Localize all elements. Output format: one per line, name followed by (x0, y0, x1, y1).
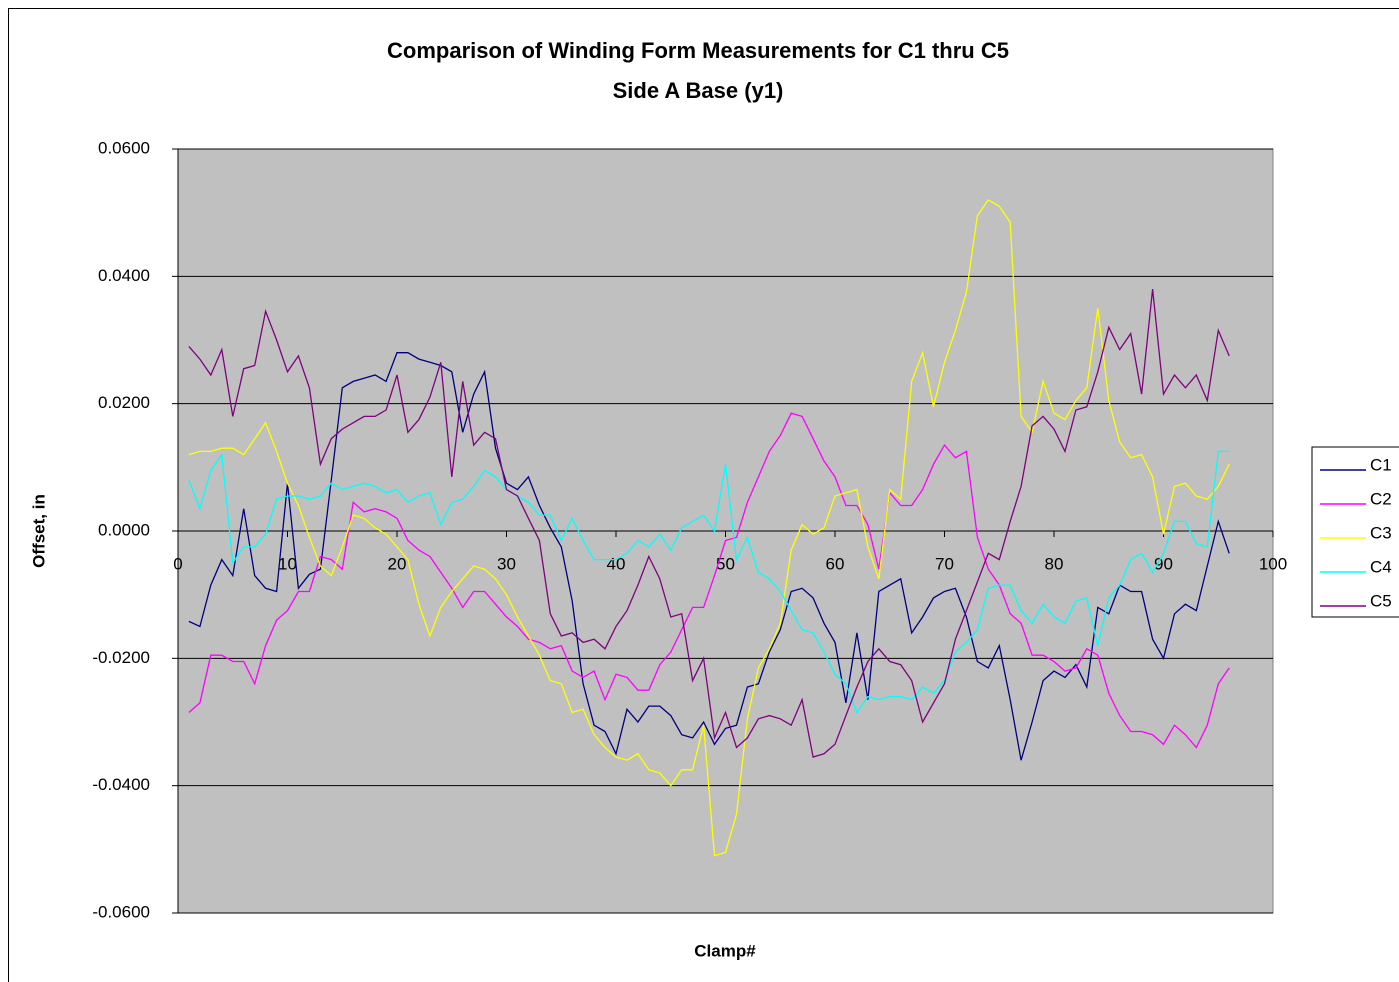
y-tick-label: 0.0400 (98, 266, 150, 285)
y-tick-label: 0.0200 (98, 393, 150, 412)
x-tick-label: 50 (716, 554, 735, 573)
legend-label: C3 (1370, 523, 1392, 542)
series-line (188, 199, 1230, 857)
chart-title: Comparison of Winding Form Measurements … (387, 38, 1009, 63)
series-line (188, 450, 1230, 714)
chart-subtitle: Side A Base (y1) (613, 78, 784, 103)
legend-label: C4 (1370, 557, 1392, 576)
legend-label: C1 (1370, 455, 1392, 474)
series-line (188, 289, 1230, 758)
y-tick-label: -0.0600 (92, 902, 150, 921)
y-tick-label: 0.0600 (98, 138, 150, 157)
x-tick-label: 70 (935, 554, 954, 573)
x-tick-label: 40 (607, 554, 626, 573)
legend-label: C5 (1370, 591, 1392, 610)
x-tick-label: 30 (497, 554, 516, 573)
legend-label: C2 (1370, 489, 1392, 508)
x-tick-label: 0 (173, 554, 182, 573)
legend (1311, 446, 1399, 618)
x-axis-label: Clamp# (694, 941, 756, 960)
x-tick-label: 60 (826, 554, 845, 573)
x-tick-label: 100 (1259, 554, 1287, 573)
y-axis-label: Offset, in (29, 494, 48, 568)
x-tick-label: 80 (1045, 554, 1064, 573)
x-tick-label: 20 (388, 554, 407, 573)
x-tick-label: 10 (278, 554, 297, 573)
y-tick-label: -0.0200 (92, 648, 150, 667)
y-tick-label: -0.0400 (92, 775, 150, 794)
series-line (188, 412, 1230, 749)
x-tick-label: 90 (1154, 554, 1173, 573)
series-line (188, 352, 1230, 761)
y-tick-label: 0.0000 (98, 520, 150, 539)
